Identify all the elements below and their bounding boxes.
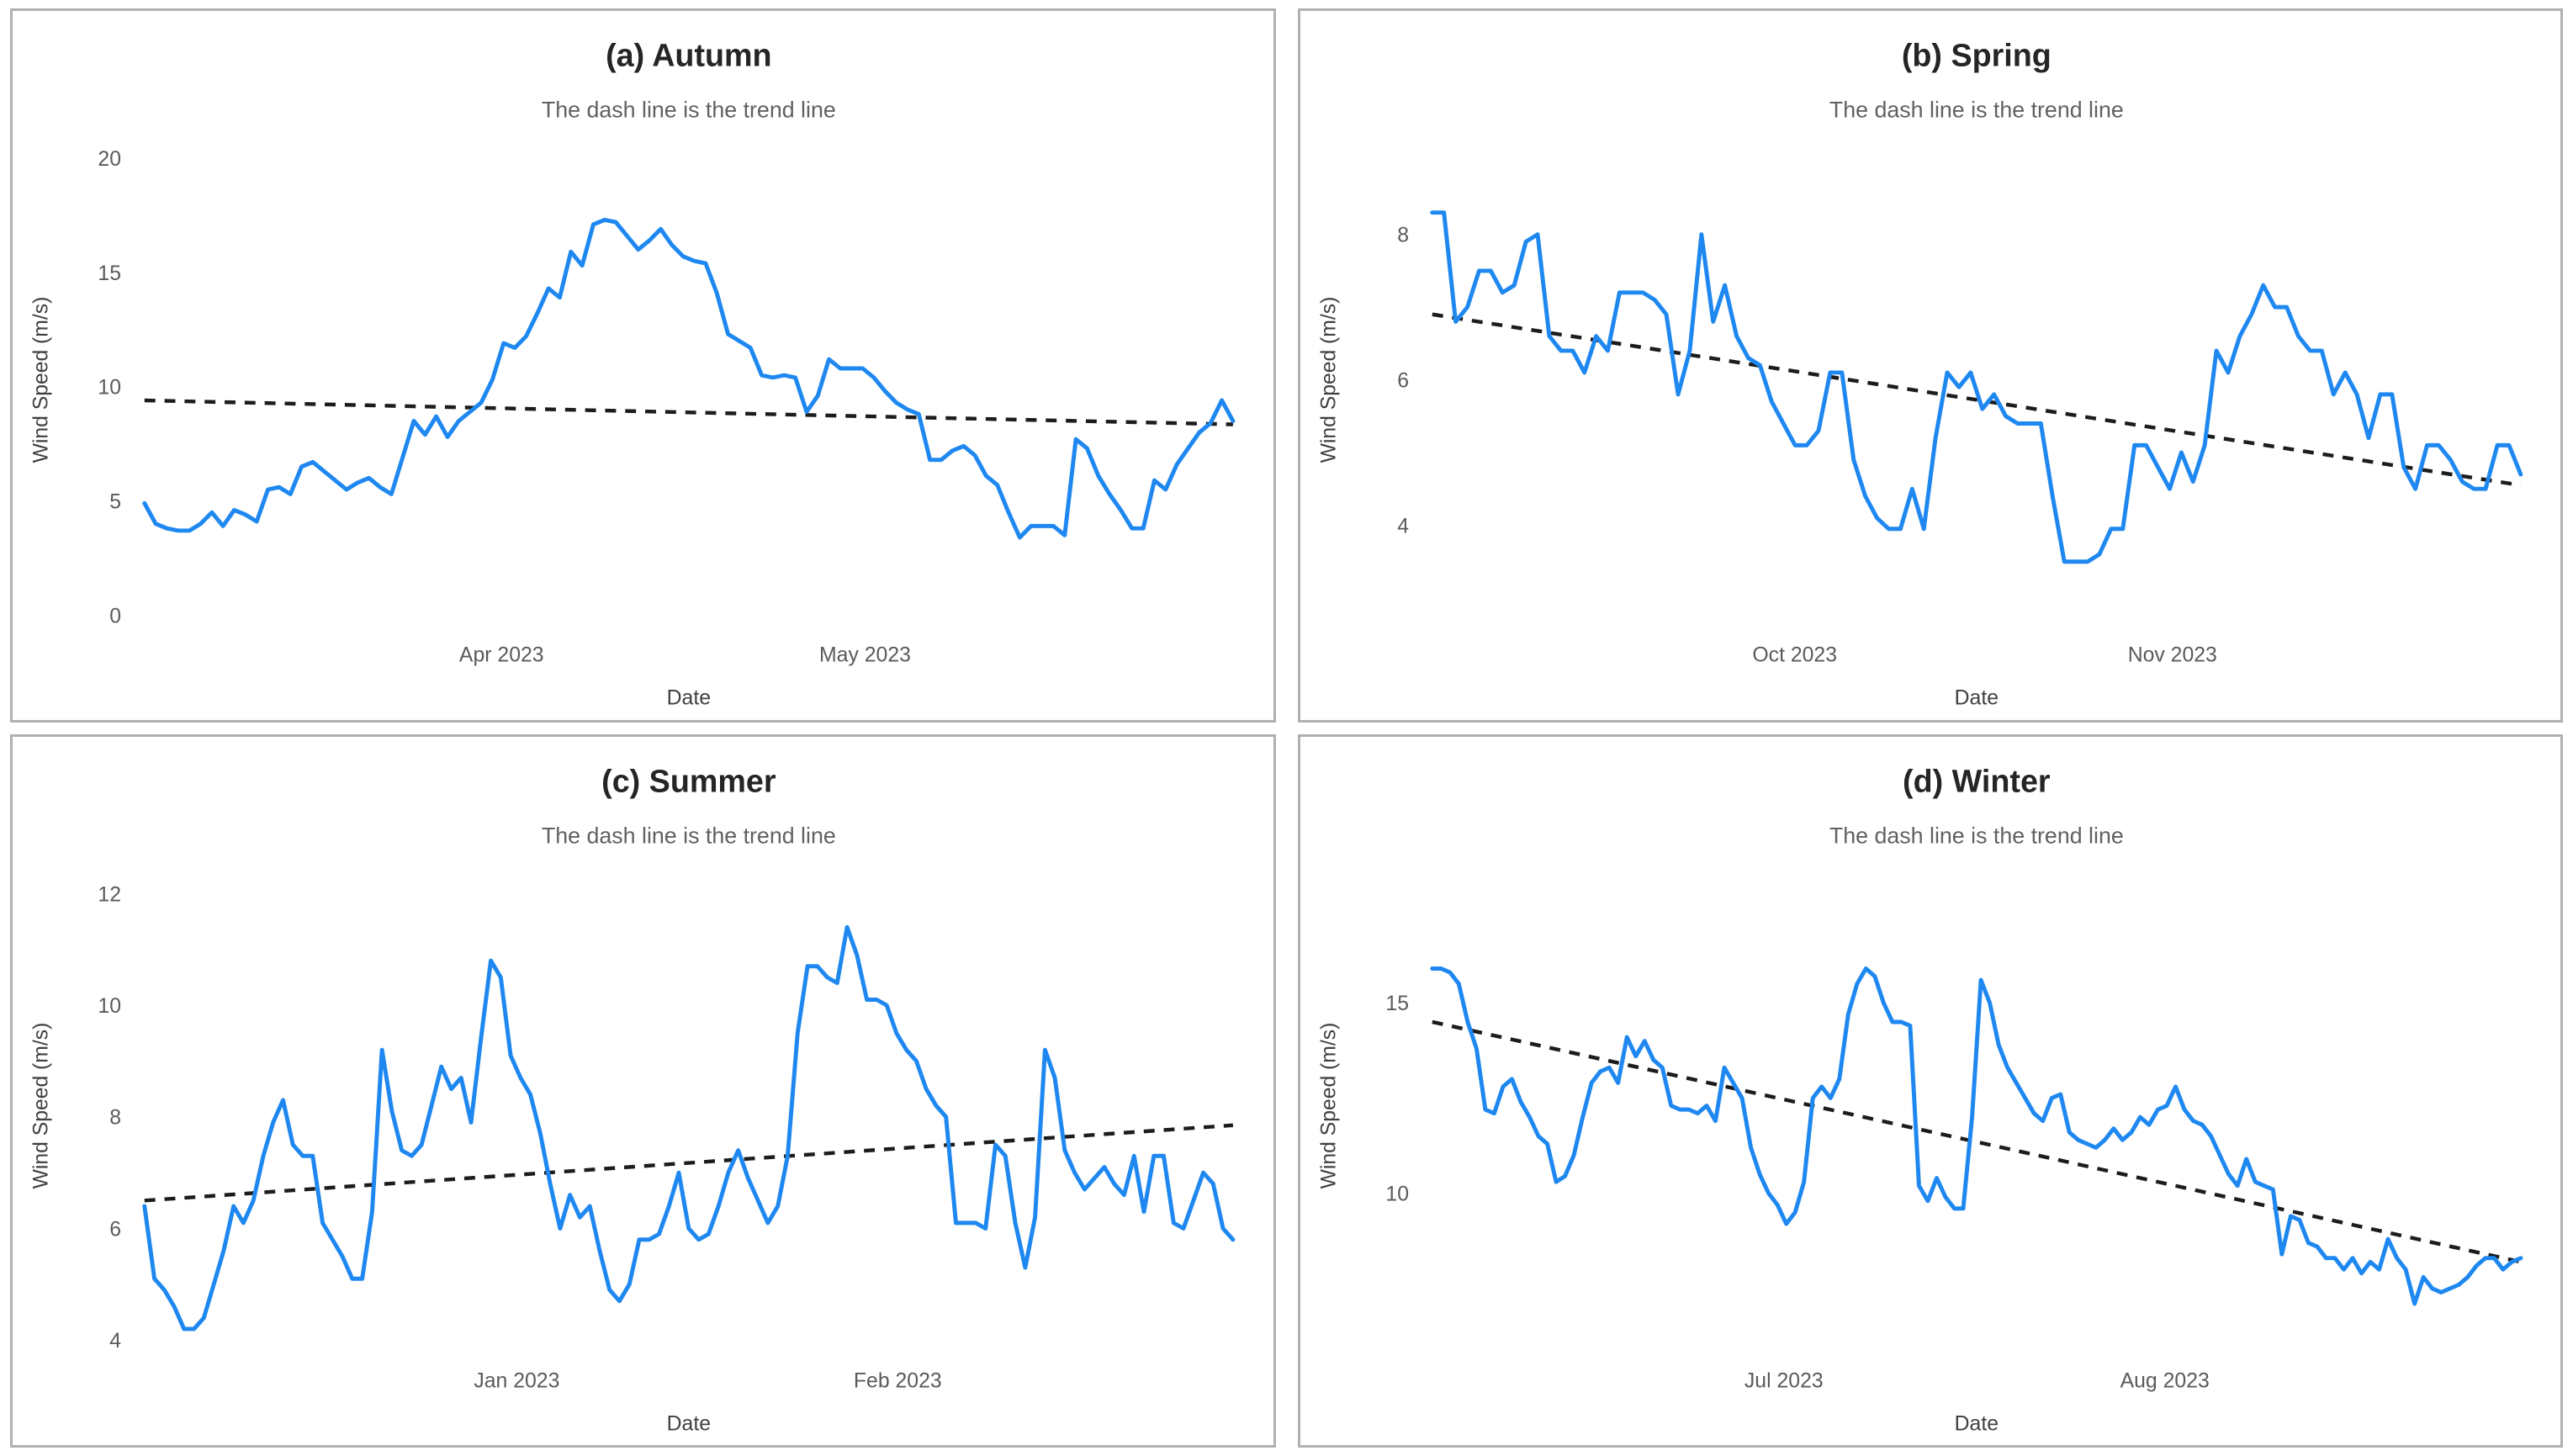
x-tick-label: Jul 2023: [1744, 1369, 1823, 1392]
panel-subtitle: The dash line is the trend line: [1829, 98, 2123, 123]
y-tick-label: 6: [109, 1218, 121, 1241]
panel-subtitle: The dash line is the trend line: [1829, 823, 2123, 848]
y-axis-title: Wind Speed (m/s): [1317, 1022, 1340, 1189]
wind-speed-line: [142, 924, 1236, 1331]
wind-speed-line: [1429, 966, 2523, 1305]
y-tick-label: 20: [98, 148, 121, 171]
y-axis-title: Wind Speed (m/s): [1317, 297, 1340, 463]
x-tick-label: Apr 2023: [459, 643, 544, 666]
y-tick-label: 5: [109, 490, 121, 513]
panel-subtitle: The dash line is the trend line: [542, 98, 836, 123]
wind-speed-line: [1429, 210, 2523, 564]
y-tick-label: 15: [1385, 993, 1409, 1015]
spring-chart: (b) Spring The dash line is the trend lin…: [1300, 11, 2560, 720]
y-axis-title: Wind Speed (m/s): [30, 1022, 53, 1189]
x-axis-title: Date: [667, 1412, 711, 1435]
x-axis-title: Date: [1954, 1412, 1998, 1435]
y-tick-label: 15: [98, 262, 121, 285]
summer-chart: (c) Summer The dash line is the trend lin…: [13, 736, 1273, 1445]
plot-background: [13, 736, 1273, 1445]
plot-background: [1300, 736, 2560, 1445]
panel-subtitle: The dash line is the trend line: [542, 823, 836, 848]
panel-title: (a) Autumn: [606, 37, 772, 72]
y-tick-label: 8: [1397, 225, 1409, 247]
y-tick-label: 10: [98, 995, 121, 1018]
wind-speed-line: [142, 217, 1236, 540]
y-tick-label: 12: [98, 883, 121, 906]
panel-spring: (b) Spring The dash line is the trend lin…: [1297, 8, 2563, 723]
y-tick-label: 0: [109, 605, 121, 627]
winter-chart: (d) Winter The dash line is the trend lin…: [1300, 736, 2560, 1445]
y-tick-label: 6: [1397, 369, 1409, 392]
panel-title: (b) Spring: [1901, 37, 2051, 72]
y-tick-label: 10: [98, 377, 121, 400]
y-tick-label: 4: [109, 1330, 121, 1353]
trend-line: [144, 398, 1233, 426]
x-axis-title: Date: [1954, 687, 1998, 710]
x-tick-label: May 2023: [819, 643, 911, 666]
x-tick-label: Jan 2023: [474, 1369, 559, 1392]
trend-line: [1431, 1019, 2521, 1263]
panel-winter: (d) Winter The dash line is the trend lin…: [1297, 733, 2563, 1448]
plot-background: [1300, 11, 2560, 720]
panel-summer: (c) Summer The dash line is the trend lin…: [10, 733, 1276, 1448]
panel-autumn: (a) Autumn The dash line is the trend lin…: [10, 8, 1276, 723]
panel-title: (c) Summer: [601, 763, 776, 798]
y-tick-label: 10: [1385, 1183, 1409, 1205]
y-axis-title: Wind Speed (m/s): [30, 297, 53, 463]
plot-background: [13, 11, 1273, 720]
trend-line: [144, 1123, 1234, 1203]
y-tick-label: 8: [109, 1106, 121, 1129]
autumn-chart: (a) Autumn The dash line is the trend lin…: [13, 11, 1273, 720]
x-tick-label: Aug 2023: [2120, 1369, 2209, 1392]
trend-line: [1431, 312, 2521, 488]
panel-title: (d) Winter: [1903, 763, 2051, 798]
x-axis-title: Date: [667, 687, 711, 710]
x-tick-label: Oct 2023: [1752, 643, 1837, 666]
x-tick-label: Nov 2023: [2127, 643, 2216, 666]
x-tick-label: Feb 2023: [854, 1369, 942, 1392]
y-tick-label: 4: [1397, 515, 1409, 537]
